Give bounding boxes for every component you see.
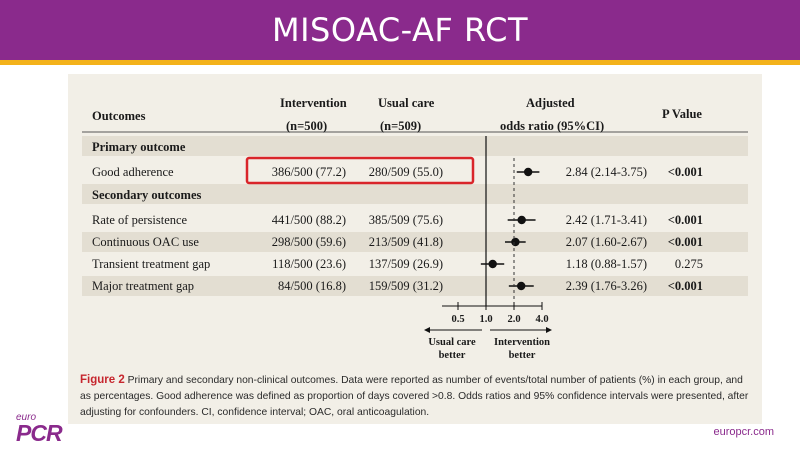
usual-care-value: 280/509 (55.0) (369, 165, 443, 179)
europcr-logo: euro PCR (16, 412, 76, 448)
arrow-right-head (546, 327, 552, 333)
x-tick-label: 4.0 (535, 314, 548, 325)
intervention-value: 118/500 (23.6) (272, 257, 346, 271)
caption-label: Figure 2 (80, 374, 125, 386)
intervention-value: 386/500 (77.2) (272, 165, 346, 179)
point-estimate (511, 237, 520, 247)
row-band-major (82, 276, 748, 296)
odds-ratio-value: 2.84 (2.14-3.75) (566, 165, 647, 179)
p-value: <0.001 (668, 213, 703, 227)
header-p-value: P Value (662, 107, 702, 121)
header-usual-care-n: (n=509) (380, 119, 421, 133)
usual-care-better-label: better (439, 350, 466, 361)
outcome-label: Rate of persistence (92, 213, 188, 227)
caption-text: Primary and secondary non-clinical outco… (80, 375, 749, 418)
point-estimate (517, 215, 526, 225)
intervention-better-label: better (509, 350, 536, 361)
intervention-value: 84/500 (16.8) (278, 279, 346, 293)
usual-care-value: 159/509 (31.2) (369, 279, 443, 293)
odds-ratio-value: 2.07 (1.60-2.67) (566, 235, 647, 249)
figure-caption: Figure 2 Primary and secondary non-clini… (80, 372, 750, 421)
odds-ratio-value: 2.42 (1.71-3.41) (566, 213, 647, 227)
banner-stripe (0, 60, 800, 65)
table-rows: Good adherence 386/500 (77.2) 280/509 (55.… (92, 165, 703, 293)
odds-ratio-value: 1.18 (0.88-1.57) (566, 257, 647, 271)
point-estimate (523, 167, 533, 177)
x-tick-label: 2.0 (507, 314, 520, 325)
arrow-left-head (424, 327, 430, 333)
header-odds-ratio: odds ratio (95%CI) (500, 119, 604, 133)
point-estimate (488, 259, 497, 269)
slide-title: MISOAC-AF RCT (272, 11, 528, 49)
point-estimate (516, 281, 526, 291)
intervention-value: 441/500 (88.2) (272, 213, 346, 227)
header-intervention: Intervention (280, 96, 347, 110)
intervention-value: 298/500 (59.6) (272, 235, 346, 249)
row-band-continuous (82, 232, 748, 252)
title-banner: MISOAC-AF RCT (0, 0, 800, 60)
intervention-better-label: Intervention (494, 337, 550, 348)
header-outcomes: Outcomes (92, 109, 146, 123)
header-adjusted: Adjusted (526, 96, 575, 110)
primary-heading-band (82, 136, 748, 156)
x-tick-label: 1.0 (479, 314, 492, 325)
outcome-label: Continuous OAC use (92, 235, 199, 249)
usual-care-value: 385/509 (75.6) (369, 213, 443, 227)
outcome-label: Good adherence (92, 165, 174, 179)
usual-care-value: 137/509 (26.9) (369, 257, 443, 271)
p-value: <0.001 (668, 165, 703, 179)
usual-care-better-label: Usual care (428, 337, 476, 348)
secondary-heading: Secondary outcomes (92, 188, 201, 202)
outcome-label: Transient treatment gap (92, 257, 210, 271)
footer-url: europcr.com (713, 426, 774, 438)
forest-plot: 0.5 1.0 2.0 4.0 Usual care better Intervention… (424, 136, 552, 361)
forest-table: Outcomes Intervention (n=500) Usual care… (82, 96, 748, 361)
p-value: <0.001 (668, 279, 703, 293)
secondary-heading-band (82, 184, 748, 204)
figure-panel: Outcomes Intervention (n=500) Usual care… (68, 74, 762, 424)
header-intervention-n: (n=500) (286, 119, 327, 133)
highlight-box (245, 156, 475, 185)
logo-euro-text: euro (16, 412, 37, 423)
x-tick-label: 0.5 (451, 314, 464, 325)
outcome-label: Major treatment gap (92, 279, 194, 293)
p-value: <0.001 (668, 235, 703, 249)
logo-pcr-text: PCR (16, 420, 63, 446)
header-usual-care: Usual care (378, 96, 435, 110)
usual-care-value: 213/509 (41.8) (369, 235, 443, 249)
primary-heading: Primary outcome (92, 140, 186, 154)
odds-ratio-value: 2.39 (1.76-3.26) (566, 279, 647, 293)
p-value: 0.275 (675, 257, 703, 271)
